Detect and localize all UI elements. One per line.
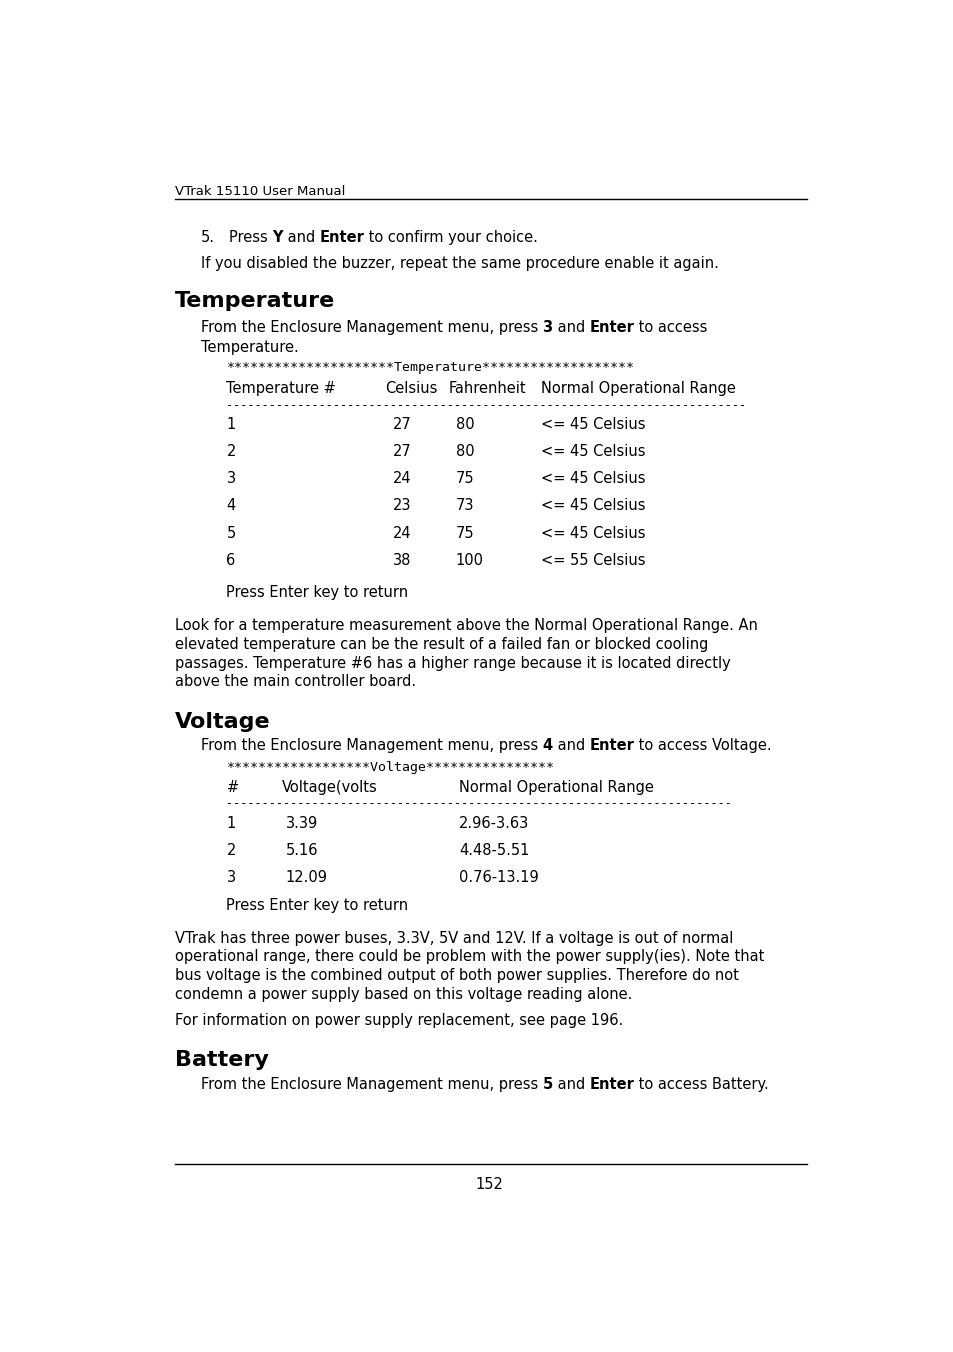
Text: Press: Press [229, 230, 272, 245]
Text: Enter: Enter [589, 1078, 634, 1092]
Text: above the main controller board.: above the main controller board. [174, 675, 416, 690]
Text: operational range, there could be problem with the power supply(ies). Note that: operational range, there could be proble… [174, 949, 763, 964]
Text: 12.09: 12.09 [285, 871, 327, 886]
Text: 27: 27 [393, 418, 411, 433]
Text: 27: 27 [393, 445, 411, 460]
Text: ******************Voltage****************: ******************Voltage***************… [226, 761, 554, 773]
Text: <= 45 Celsius: <= 45 Celsius [540, 499, 644, 514]
Text: to access: to access [634, 320, 707, 335]
Text: Temperature: Temperature [174, 291, 335, 311]
Text: 80: 80 [456, 418, 474, 433]
Text: 6: 6 [226, 553, 235, 568]
Text: bus voltage is the combined output of both power supplies. Therefore do not: bus voltage is the combined output of bo… [174, 968, 738, 983]
Text: 1: 1 [226, 418, 235, 433]
Text: Enter: Enter [319, 230, 364, 245]
Text: 2: 2 [226, 445, 235, 460]
Text: and: and [552, 1078, 589, 1092]
Text: Y: Y [272, 230, 282, 245]
Text: condemn a power supply based on this voltage reading alone.: condemn a power supply based on this vol… [174, 987, 632, 1002]
Text: From the Enclosure Management menu, press: From the Enclosure Management menu, pres… [200, 320, 542, 335]
Text: Battery: Battery [174, 1051, 269, 1071]
Text: -------------------------------------------------------------------------: ----------------------------------------… [226, 399, 746, 411]
Text: 4.48-5.51: 4.48-5.51 [459, 844, 529, 859]
Text: and: and [282, 230, 319, 245]
Text: and: and [552, 320, 589, 335]
Text: 3: 3 [542, 320, 552, 335]
Text: <= 45 Celsius: <= 45 Celsius [540, 445, 644, 460]
Text: 3: 3 [226, 472, 235, 487]
Text: Voltage: Voltage [174, 713, 270, 731]
Text: 5: 5 [542, 1078, 552, 1092]
Text: *********************Temperature*******************: *********************Temperature********… [226, 361, 634, 375]
Text: 3.39: 3.39 [285, 817, 317, 831]
Text: Press Enter key to return: Press Enter key to return [226, 585, 408, 600]
Text: 24: 24 [393, 472, 411, 487]
Text: 2.96-3.63: 2.96-3.63 [459, 817, 529, 831]
Text: Temperature.: Temperature. [200, 341, 298, 356]
Text: 1: 1 [226, 817, 235, 831]
Text: Temperature #: Temperature # [226, 381, 336, 396]
Text: Enter: Enter [589, 320, 634, 335]
Text: 38: 38 [393, 553, 411, 568]
Text: 5: 5 [226, 526, 235, 541]
Text: Normal Operational Range: Normal Operational Range [540, 381, 735, 396]
Text: Fahrenheit: Fahrenheit [448, 381, 525, 396]
Text: 80: 80 [456, 445, 474, 460]
Text: -----------------------------------------------------------------------: ----------------------------------------… [226, 798, 732, 810]
Text: Normal Operational Range: Normal Operational Range [459, 780, 654, 795]
Text: VTrak has three power buses, 3.3V, 5V and 12V. If a voltage is out of normal: VTrak has three power buses, 3.3V, 5V an… [174, 930, 732, 945]
Text: 73: 73 [456, 499, 474, 514]
Text: 0.76-13.19: 0.76-13.19 [459, 871, 538, 886]
Text: VTrak 15110 User Manual: VTrak 15110 User Manual [174, 185, 345, 199]
Text: elevated temperature can be the result of a failed fan or blocked cooling: elevated temperature can be the result o… [174, 637, 707, 652]
Text: 152: 152 [475, 1178, 502, 1192]
Text: Look for a temperature measurement above the Normal Operational Range. An: Look for a temperature measurement above… [174, 618, 757, 633]
Text: 2: 2 [226, 844, 235, 859]
Text: 4: 4 [226, 499, 235, 514]
Text: <= 45 Celsius: <= 45 Celsius [540, 472, 644, 487]
Text: Press Enter key to return: Press Enter key to return [226, 898, 408, 913]
Text: 23: 23 [393, 499, 411, 514]
Text: 4: 4 [542, 738, 552, 753]
Text: to access Voltage.: to access Voltage. [634, 738, 771, 753]
Text: 5.16: 5.16 [285, 844, 317, 859]
Text: to access Battery.: to access Battery. [634, 1078, 768, 1092]
Text: 24: 24 [393, 526, 411, 541]
Text: 5.: 5. [200, 230, 214, 245]
Text: 75: 75 [456, 526, 474, 541]
Text: and: and [552, 738, 589, 753]
Text: Enter: Enter [589, 738, 634, 753]
Text: <= 45 Celsius: <= 45 Celsius [540, 526, 644, 541]
Text: <= 55 Celsius: <= 55 Celsius [540, 553, 644, 568]
Text: <= 45 Celsius: <= 45 Celsius [540, 418, 644, 433]
Text: 100: 100 [456, 553, 483, 568]
Text: Celsius: Celsius [385, 381, 437, 396]
Text: #: # [226, 780, 238, 795]
Text: passages. Temperature #6 has a higher range because it is located directly: passages. Temperature #6 has a higher ra… [174, 656, 730, 671]
Text: From the Enclosure Management menu, press: From the Enclosure Management menu, pres… [200, 1078, 542, 1092]
Text: From the Enclosure Management menu, press: From the Enclosure Management menu, pres… [200, 738, 542, 753]
Text: 75: 75 [456, 472, 474, 487]
Text: 3: 3 [226, 871, 235, 886]
Text: Voltage(volts: Voltage(volts [282, 780, 377, 795]
Text: For information on power supply replacement, see page 196.: For information on power supply replacem… [174, 1013, 622, 1028]
Text: to confirm your choice.: to confirm your choice. [364, 230, 537, 245]
Text: If you disabled the buzzer, repeat the same procedure enable it again.: If you disabled the buzzer, repeat the s… [200, 256, 718, 270]
